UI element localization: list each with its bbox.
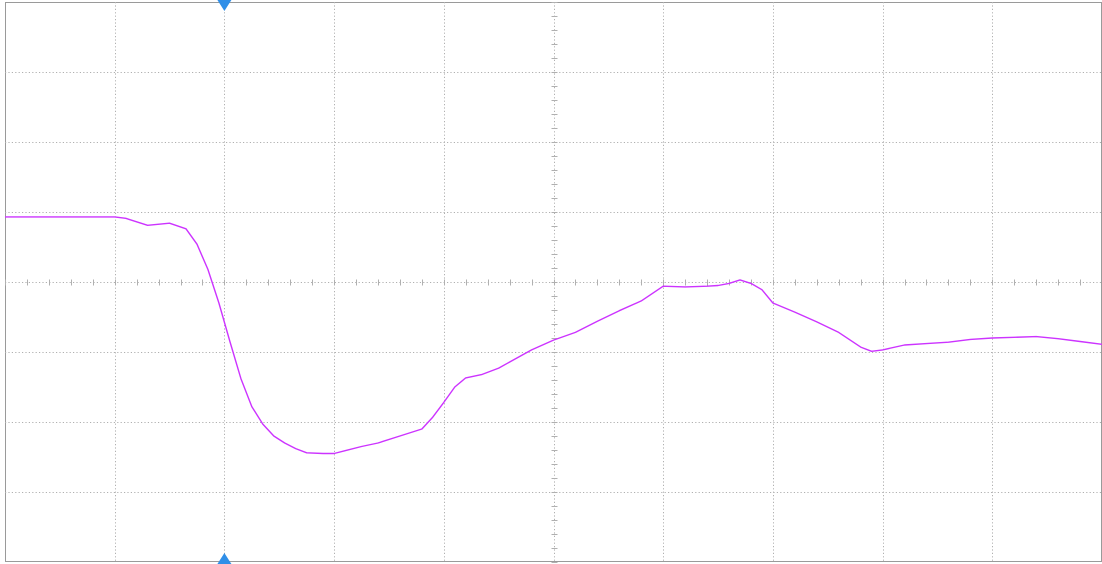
marker-layer [217, 0, 232, 564]
trigger-marker-bottom-icon [217, 553, 232, 564]
series-line [5, 216, 1102, 455]
grid [5, 2, 1102, 563]
trigger-marker-top-icon [217, 0, 232, 11]
trace-layer [5, 216, 1102, 455]
